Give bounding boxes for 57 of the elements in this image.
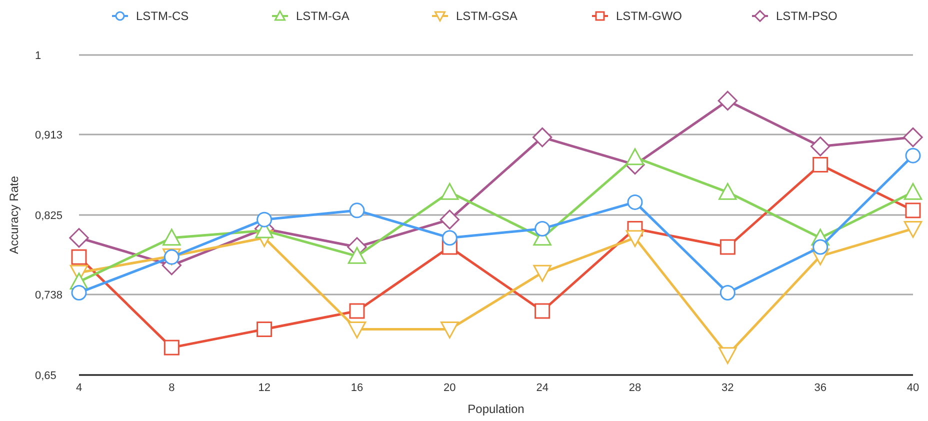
point xyxy=(440,182,459,200)
point xyxy=(533,264,552,282)
point xyxy=(440,322,459,338)
point xyxy=(720,239,736,255)
point xyxy=(812,156,828,172)
point xyxy=(440,210,460,230)
point xyxy=(534,303,550,319)
legend-label: LSTM-CS xyxy=(136,9,189,24)
x-tick-label: 40 xyxy=(906,382,920,394)
point xyxy=(812,239,828,255)
x-tick-label: 8 xyxy=(168,382,175,394)
x-tick-label: 28 xyxy=(628,382,642,394)
point xyxy=(256,322,272,338)
y-tick-label: 0,738 xyxy=(35,289,63,302)
x-tick-label: 32 xyxy=(722,382,734,394)
y-tick-label: 1 xyxy=(35,50,42,62)
y-axis-title: Accuracy Rate xyxy=(7,176,21,254)
x-tick-label: 20 xyxy=(444,382,456,394)
x-tick-label: 4 xyxy=(76,382,82,394)
point xyxy=(442,230,458,246)
legend-label: LSTM-GA xyxy=(296,9,350,24)
point xyxy=(256,212,272,228)
legend-label: LSTM-GSA xyxy=(456,9,518,24)
point xyxy=(69,228,89,248)
point xyxy=(626,148,644,166)
y-tick-label: 0,65 xyxy=(35,370,56,382)
point xyxy=(534,220,550,236)
point xyxy=(348,246,366,264)
x-axis-title: Population xyxy=(468,402,524,416)
legend-label: LSTM-GWO xyxy=(616,9,682,24)
point xyxy=(627,194,643,210)
x-tick-label: 16 xyxy=(350,382,364,394)
point xyxy=(718,90,738,111)
x-tick-label: 24 xyxy=(536,382,548,394)
point xyxy=(904,220,922,238)
point xyxy=(718,182,737,200)
point xyxy=(164,340,180,356)
point xyxy=(71,249,87,265)
point xyxy=(905,202,921,218)
point xyxy=(905,148,921,164)
point xyxy=(904,182,922,200)
y-tick-label: 0,913 xyxy=(35,129,63,142)
point xyxy=(349,303,365,319)
point xyxy=(71,284,87,300)
point xyxy=(903,127,923,148)
x-tick-label: 12 xyxy=(258,382,270,394)
point xyxy=(348,322,366,338)
legend-label: LSTM-PSO xyxy=(776,9,838,24)
point xyxy=(532,127,552,148)
x-tick-label: 36 xyxy=(814,382,826,394)
point xyxy=(626,230,644,248)
y-tick-label: 0,825 xyxy=(35,210,63,222)
point xyxy=(718,347,737,364)
point xyxy=(162,228,181,246)
point xyxy=(349,202,365,218)
point xyxy=(720,284,736,300)
point xyxy=(810,136,830,156)
